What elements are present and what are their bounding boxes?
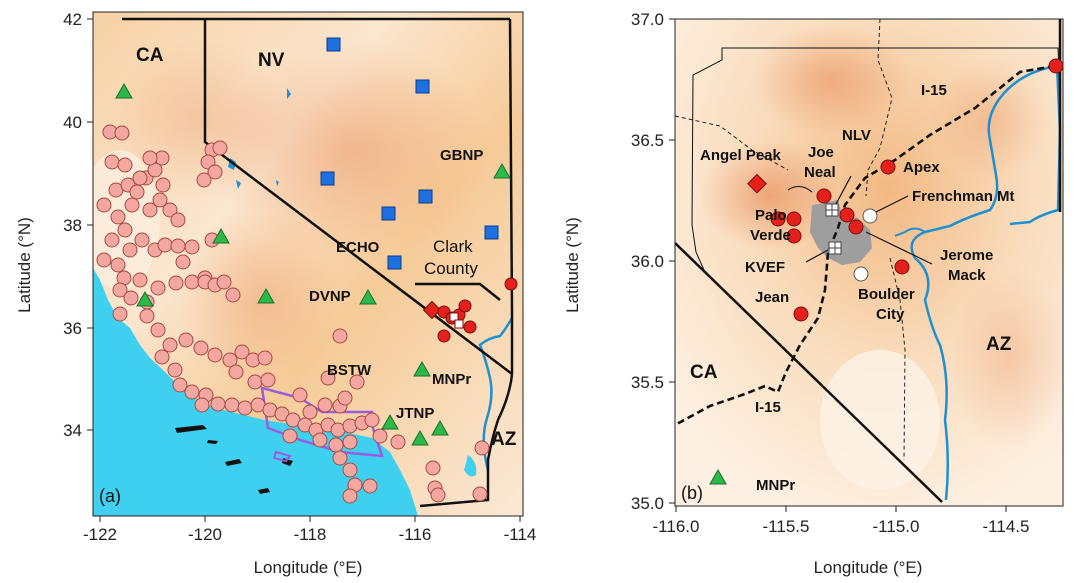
panel-b-ylabel: Latitude (°N) — [563, 217, 582, 313]
y-tick: 42 — [63, 10, 82, 29]
y-tick: 40 — [63, 113, 82, 132]
panel-b-callout-arrows — [805, 175, 933, 265]
panel-b-tag: (b) — [681, 483, 703, 503]
label-az: AZ — [491, 429, 517, 450]
label-az: AZ — [986, 334, 1012, 355]
x-tick: -114 — [504, 525, 537, 544]
y-tick: 36.5 — [631, 131, 664, 150]
ca-nv-border — [675, 242, 943, 503]
y-tick: 35.0 — [631, 494, 664, 513]
label-bstw: BSTW — [327, 362, 372, 379]
mnpr-site-triangle — [709, 468, 727, 485]
label-ca: CA — [690, 362, 718, 383]
label-jtnp: JTNP — [396, 405, 434, 422]
panel-a-x-ticks: -122 -120 -118 -116 -114 — [83, 525, 536, 544]
label-palo: Palo — [755, 207, 787, 224]
panel-a-tag: (a) — [99, 486, 121, 506]
label-city: City — [876, 306, 905, 323]
x-tick: -115.5 — [763, 517, 810, 536]
panel-a-frame — [92, 11, 524, 517]
x-tick: -120 — [188, 525, 222, 544]
label-i15-bottom: I-15 — [755, 399, 781, 416]
label-gbnp: GBNP — [440, 147, 483, 164]
label-dvnp: DVNP — [309, 288, 351, 305]
label-i15-top: I-15 — [921, 82, 947, 99]
panel-a-las-vegas-sites — [422, 277, 518, 343]
label-frenchman-mt: Frenchman Mt — [912, 188, 1015, 205]
x-tick: -122 — [83, 525, 117, 544]
x-tick: -115.0 — [873, 517, 920, 536]
colorado-river — [910, 64, 1058, 501]
label-jerome: Jerome — [940, 247, 993, 264]
label-neal: Neal — [804, 164, 836, 181]
panel-b-sites — [747, 58, 1064, 322]
label-mnpr: MNPr — [432, 371, 471, 388]
label-apex: Apex — [903, 159, 940, 176]
panel-a-ylabel: Latitude (°N) — [15, 217, 34, 313]
panel-a-axes — [87, 18, 521, 522]
panel-b-xlabel: Longitude (°E) — [814, 558, 923, 577]
panel-a-labels: CA NV AZ GBNP ECHO DVNP BSTW MNPr JTNP C… — [99, 45, 517, 506]
x-tick: -116 — [399, 525, 432, 544]
panel-a-green-sites — [115, 82, 511, 446]
label-nv: NV — [258, 50, 285, 71]
panel-a-xlabel: Longitude (°E) — [254, 558, 363, 577]
label-kvef: KVEF — [745, 259, 785, 276]
panel-b-map — [675, 19, 1063, 506]
y-tick: 37.0 — [631, 10, 664, 29]
label-ca: CA — [136, 45, 164, 66]
county-boundary — [691, 47, 1061, 271]
y-tick: 34 — [63, 421, 82, 440]
label-joe: Joe — [808, 144, 834, 161]
x-tick: -118 — [294, 525, 327, 544]
panel-b-frame — [674, 18, 1064, 507]
x-tick: -114.5 — [983, 517, 1030, 536]
panel-b-y-ticks: 35.0 35.5 36.0 36.5 37.0 — [631, 10, 664, 513]
panel-b-x-ticks: -116.0 -115.5 -115.0 -114.5 — [653, 517, 1030, 536]
label-mnpr: MNPr — [756, 477, 795, 494]
y-tick: 36 — [63, 319, 82, 338]
panel-a-y-ticks: 34 36 38 40 42 — [63, 10, 82, 440]
label-jean: Jean — [755, 289, 789, 306]
label-mack: Mack — [948, 267, 986, 284]
panel-a-blue-sites — [320, 37, 499, 270]
y-tick: 35.5 — [631, 373, 664, 392]
panel-b-axes — [669, 18, 1007, 512]
y-tick: 38 — [63, 216, 82, 235]
panel-b-labels: I-15 I-15 Angel Peak NLV Joe Neal Apex F… — [681, 82, 1015, 503]
label-verde: Verde — [750, 227, 791, 244]
label-echo: ECHO — [336, 239, 380, 256]
label-clark: Clark — [433, 237, 473, 256]
i15-highway — [675, 64, 1056, 427]
label-nlv: NLV — [842, 127, 871, 144]
label-county: County — [424, 259, 478, 278]
x-tick: -116.0 — [653, 517, 700, 536]
y-tick: 36.0 — [631, 252, 664, 271]
label-boulder: Boulder — [858, 286, 915, 303]
label-angel-peak: Angel Peak — [700, 147, 782, 164]
state-borders — [122, 17, 514, 508]
